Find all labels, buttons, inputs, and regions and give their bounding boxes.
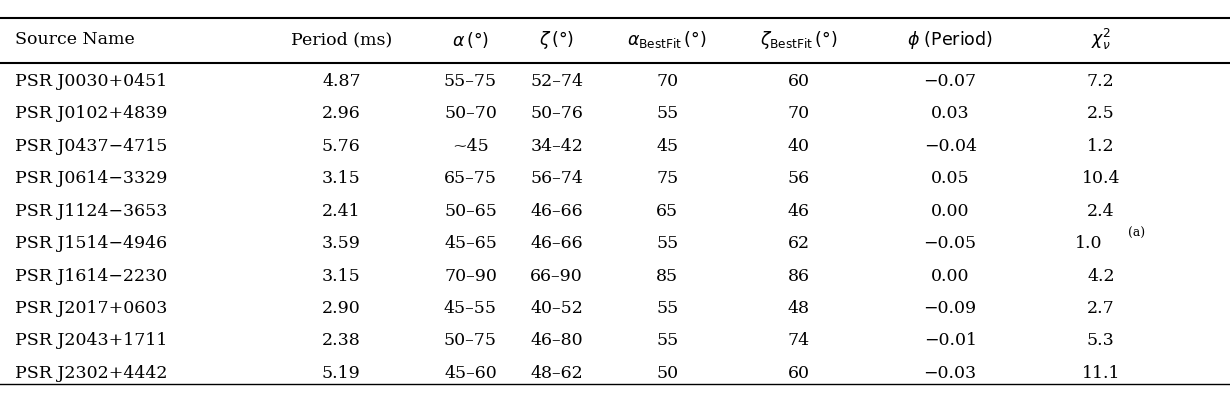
- Text: 10.4: 10.4: [1081, 170, 1121, 187]
- Text: 56: 56: [788, 170, 809, 187]
- Text: 60: 60: [788, 73, 809, 89]
- Text: 40: 40: [788, 138, 809, 154]
- Text: 65–75: 65–75: [444, 170, 497, 187]
- Text: 2.90: 2.90: [322, 300, 360, 317]
- Text: 66–90: 66–90: [530, 268, 583, 284]
- Text: 55: 55: [656, 105, 679, 122]
- Text: 55: 55: [656, 235, 679, 252]
- Text: PSR J0102+4839: PSR J0102+4839: [15, 105, 167, 122]
- Text: 56–74: 56–74: [530, 170, 583, 187]
- Text: PSR J1514−4946: PSR J1514−4946: [15, 235, 167, 252]
- Text: (a): (a): [1128, 227, 1145, 240]
- Text: 34–42: 34–42: [530, 138, 583, 154]
- Text: 4.2: 4.2: [1087, 268, 1114, 284]
- Text: 65: 65: [657, 203, 678, 219]
- Text: 2.96: 2.96: [322, 105, 360, 122]
- Text: 0.00: 0.00: [931, 203, 969, 219]
- Text: 2.4: 2.4: [1087, 203, 1114, 219]
- Text: $\alpha\,(°)$: $\alpha\,(°)$: [451, 30, 490, 50]
- Text: 5.76: 5.76: [322, 138, 360, 154]
- Text: 46–66: 46–66: [530, 203, 583, 219]
- Text: 62: 62: [788, 235, 809, 252]
- Text: 60: 60: [788, 365, 809, 382]
- Text: 40–52: 40–52: [530, 300, 583, 317]
- Text: PSR J0437−4715: PSR J0437−4715: [15, 138, 167, 154]
- Text: $\zeta\,(°)$: $\zeta\,(°)$: [539, 29, 574, 51]
- Text: 45–60: 45–60: [444, 365, 497, 382]
- Text: Source Name: Source Name: [15, 31, 134, 48]
- Text: $\phi$ (Period): $\phi$ (Period): [908, 29, 993, 51]
- Text: 46: 46: [788, 203, 809, 219]
- Text: −0.01: −0.01: [924, 333, 977, 349]
- Text: 2.5: 2.5: [1087, 105, 1114, 122]
- Text: 5.3: 5.3: [1087, 333, 1114, 349]
- Text: 3.15: 3.15: [322, 268, 360, 284]
- Text: Period (ms): Period (ms): [290, 31, 392, 48]
- Text: 46–66: 46–66: [530, 235, 583, 252]
- Text: 52–74: 52–74: [530, 73, 583, 89]
- Text: −0.05: −0.05: [924, 235, 977, 252]
- Text: $\alpha_\mathrm{BestFit}\,(°)$: $\alpha_\mathrm{BestFit}\,(°)$: [627, 29, 707, 50]
- Text: 11.1: 11.1: [1081, 365, 1121, 382]
- Text: 2.38: 2.38: [322, 333, 360, 349]
- Text: 50–75: 50–75: [444, 333, 497, 349]
- Text: 0.00: 0.00: [931, 268, 969, 284]
- Text: 50–65: 50–65: [444, 203, 497, 219]
- Text: 55–75: 55–75: [444, 73, 497, 89]
- Text: 46–80: 46–80: [530, 333, 583, 349]
- Text: 70: 70: [788, 105, 809, 122]
- Text: PSR J1614−2230: PSR J1614−2230: [15, 268, 167, 284]
- Text: 85: 85: [657, 268, 678, 284]
- Text: −0.09: −0.09: [924, 300, 977, 317]
- Text: 70: 70: [657, 73, 678, 89]
- Text: PSR J2043+1711: PSR J2043+1711: [15, 333, 167, 349]
- Text: 2.7: 2.7: [1087, 300, 1114, 317]
- Text: 70–90: 70–90: [444, 268, 497, 284]
- Text: −0.07: −0.07: [924, 73, 977, 89]
- Text: 50–70: 50–70: [444, 105, 497, 122]
- Text: $\chi^2_\nu$: $\chi^2_\nu$: [1091, 27, 1111, 52]
- Text: 86: 86: [788, 268, 809, 284]
- Text: 48: 48: [788, 300, 809, 317]
- Text: $\zeta_\mathrm{BestFit}\,(°)$: $\zeta_\mathrm{BestFit}\,(°)$: [760, 29, 838, 51]
- Text: 75: 75: [656, 170, 679, 187]
- Text: 3.15: 3.15: [322, 170, 360, 187]
- Text: 3.59: 3.59: [322, 235, 360, 252]
- Text: 5.19: 5.19: [322, 365, 360, 382]
- Text: −0.03: −0.03: [924, 365, 977, 382]
- Text: 0.03: 0.03: [931, 105, 969, 122]
- Text: PSR J0030+0451: PSR J0030+0451: [15, 73, 167, 89]
- Text: 45–65: 45–65: [444, 235, 497, 252]
- Text: 45: 45: [657, 138, 678, 154]
- Text: 50: 50: [657, 365, 678, 382]
- Text: 45–55: 45–55: [444, 300, 497, 317]
- Text: PSR J1124−3653: PSR J1124−3653: [15, 203, 167, 219]
- Text: PSR J2302+4442: PSR J2302+4442: [15, 365, 167, 382]
- Text: 48–62: 48–62: [530, 365, 583, 382]
- Text: 1.2: 1.2: [1087, 138, 1114, 154]
- Text: 2.41: 2.41: [322, 203, 360, 219]
- Text: 4.87: 4.87: [322, 73, 360, 89]
- Text: PSR J0614−3329: PSR J0614−3329: [15, 170, 167, 187]
- Text: 55: 55: [656, 333, 679, 349]
- Text: 55: 55: [656, 300, 679, 317]
- Text: 50–76: 50–76: [530, 105, 583, 122]
- Text: PSR J2017+0603: PSR J2017+0603: [15, 300, 167, 317]
- Text: 7.2: 7.2: [1087, 73, 1114, 89]
- Text: 74: 74: [788, 333, 809, 349]
- Text: 1.0: 1.0: [1075, 235, 1102, 252]
- Text: −0.04: −0.04: [924, 138, 977, 154]
- Text: 0.05: 0.05: [931, 170, 969, 187]
- Text: ~45: ~45: [453, 138, 488, 154]
